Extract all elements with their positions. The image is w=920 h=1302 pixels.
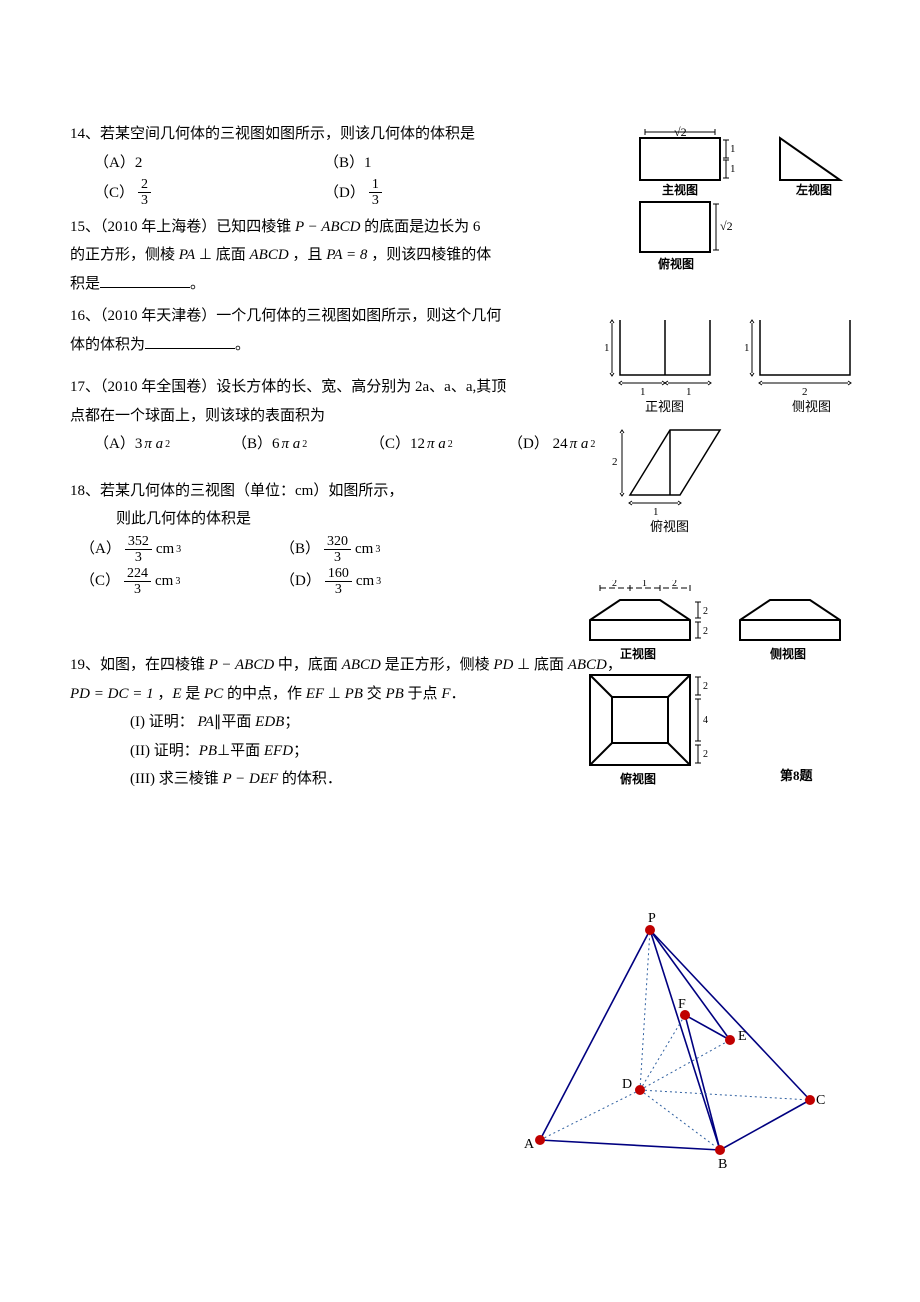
q14-opt-a: （A）2 <box>94 149 324 178</box>
svg-text:正视图: 正视图 <box>620 646 656 661</box>
svg-text:俯视图: 俯视图 <box>650 519 689 534</box>
q15: 15、（2010 年上海卷）已知四棱锥 P − ABCD 的底面是边长为 6 的… <box>70 213 630 299</box>
q16-line1: 16、（2010 年天津卷）一个几何体的三视图如图所示，则这个几何 <box>70 302 630 331</box>
q18-svg: 2 1 2 2 2 正视图 侧视图 2 4 2 俯 <box>580 580 860 810</box>
svg-text:主视图: 主视图 <box>662 182 698 197</box>
svg-text:侧视图: 侧视图 <box>770 646 806 661</box>
svg-text:C: C <box>816 1093 825 1108</box>
svg-text:F: F <box>678 997 686 1012</box>
q17-line2: 点都在一个球面上，则该球的表面积为 <box>70 402 630 431</box>
svg-text:侧视图: 侧视图 <box>792 399 831 414</box>
q14: 14、若某空间几何体的三视图如图所示，则该几何体的体积是 （A）2 （B）1 （… <box>70 120 630 209</box>
q14-text: 14、若某空间几何体的三视图如图所示，则该几何体的体积是 <box>70 120 630 149</box>
svg-text:2: 2 <box>703 626 708 637</box>
svg-text:1: 1 <box>604 342 610 354</box>
svg-text:2: 2 <box>703 606 708 617</box>
svg-text:√2: √2 <box>720 219 733 233</box>
svg-text:正视图: 正视图 <box>645 399 684 414</box>
blank <box>100 272 190 288</box>
svg-text:1: 1 <box>730 143 736 155</box>
q18-line1: 18、若某几何体的三视图（单位：cm）如图所示， <box>70 477 500 506</box>
svg-text:√2: √2 <box>674 125 687 139</box>
q18-opt-d: （D）1603cm3 <box>280 566 480 598</box>
svg-text:1: 1 <box>744 342 750 354</box>
svg-text:2: 2 <box>612 456 618 468</box>
svg-text:2: 2 <box>703 749 708 760</box>
svg-text:A: A <box>524 1137 535 1152</box>
svg-text:2: 2 <box>703 681 708 692</box>
q17-opt-b: （B）6π a2 <box>232 430 352 459</box>
svg-text:1: 1 <box>653 506 659 518</box>
svg-text:俯视图: 俯视图 <box>658 256 694 271</box>
q16-line2: 体的体积为。 <box>70 331 630 360</box>
q18-figure: 2 1 2 2 2 正视图 侧视图 2 4 2 俯 <box>580 580 860 810</box>
svg-text:第8题: 第8题 <box>780 768 814 783</box>
svg-text:2: 2 <box>672 580 677 589</box>
q18-opt-c: （C）2243cm3 <box>80 566 280 598</box>
svg-text:1: 1 <box>640 386 646 398</box>
svg-text:4: 4 <box>703 715 708 726</box>
q15-line3: 积是。 <box>70 270 630 299</box>
q19-svg: P A B C D E F <box>510 910 840 1190</box>
q16-svg: 1 1 1 正视图 1 2 侧视图 2 1 俯视图 <box>600 310 860 540</box>
q18-opt-b: （B）3203cm3 <box>280 534 480 566</box>
q14-svg: √2 1 1 主视图 左视图 √2 俯视图 <box>630 120 860 280</box>
text-column: 14、若某空间几何体的三视图如图所示，则该几何体的体积是 （A）2 （B）1 （… <box>70 120 630 794</box>
q18: 18、若某几何体的三视图（单位：cm）如图所示， 则此几何体的体积是 （A）35… <box>70 477 500 598</box>
svg-text:P: P <box>648 911 656 926</box>
svg-text:B: B <box>718 1157 727 1172</box>
q16: 16、（2010 年天津卷）一个几何体的三视图如图所示，则这个几何 体的体积为。 <box>70 302 630 359</box>
svg-text:俯视图: 俯视图 <box>620 771 656 786</box>
q15-line1: 15、（2010 年上海卷）已知四棱锥 P − ABCD 的底面是边长为 6 <box>70 213 630 242</box>
q18-opt-a: （A）3523cm3 <box>80 534 280 566</box>
q18-line2: 则此几何体的体积是 <box>70 505 500 534</box>
svg-text:D: D <box>622 1077 632 1092</box>
q14-opt-b: （B）1 <box>324 149 554 178</box>
svg-text:2: 2 <box>612 580 617 589</box>
svg-text:E: E <box>738 1029 747 1044</box>
q17-opt-c: （C）12π a2 <box>370 430 490 459</box>
blank <box>145 333 235 349</box>
q16-figure: 1 1 1 正视图 1 2 侧视图 2 1 俯视图 <box>600 310 860 540</box>
svg-text:2: 2 <box>802 386 808 398</box>
svg-text:1: 1 <box>730 163 736 175</box>
page: √2 1 1 主视图 左视图 √2 俯视图 1 1 1 正视图 <box>70 120 850 794</box>
svg-text:左视图: 左视图 <box>795 182 832 197</box>
q17: 17、（2010 年全国卷）设长方体的长、宽、高分别为 2a、a、a,其顶 点都… <box>70 373 630 459</box>
svg-text:1: 1 <box>686 386 692 398</box>
q17-line1: 17、（2010 年全国卷）设长方体的长、宽、高分别为 2a、a、a,其顶 <box>70 373 630 402</box>
q14-opt-c: （C） 23 <box>94 177 324 209</box>
q17-opt-a: （A）3π a2 <box>94 430 214 459</box>
svg-text:1: 1 <box>642 580 647 589</box>
q15-line2: 的正方形，侧棱 PA ⊥ 底面 ABCD ，且 PA = 8 ，则该四棱锥的体 <box>70 241 630 270</box>
q14-opt-d: （D） 13 <box>324 177 554 209</box>
q19-figure: P A B C D E F <box>510 910 840 1190</box>
q14-figure: √2 1 1 主视图 左视图 √2 俯视图 <box>630 120 860 280</box>
